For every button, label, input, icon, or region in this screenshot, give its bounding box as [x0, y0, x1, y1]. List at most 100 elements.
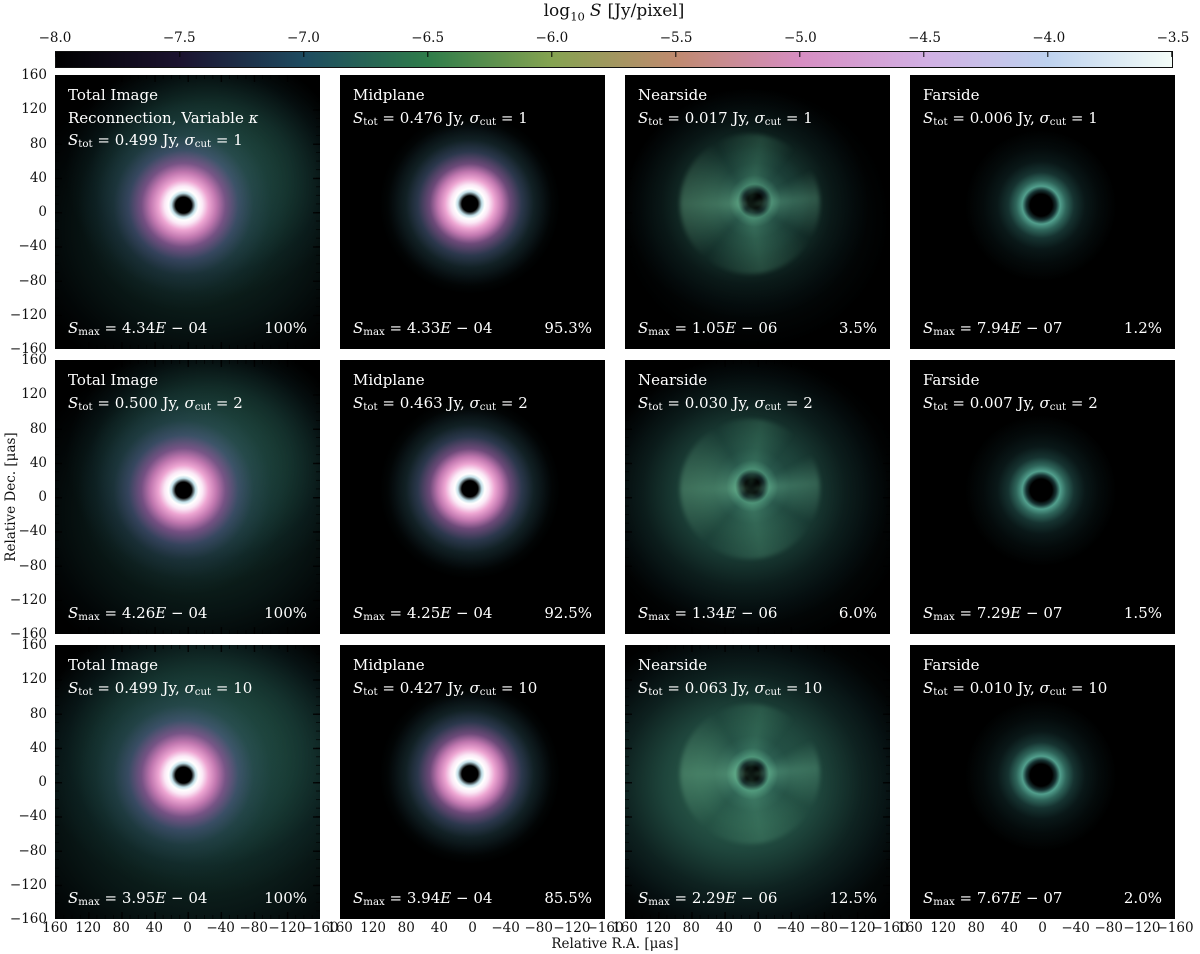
smax-value: Smax = 1.34E − 06: [638, 603, 778, 623]
y-tick-label: 40: [29, 739, 47, 756]
y-tick-label: 80: [29, 705, 47, 722]
x-tick-label: 160: [612, 920, 638, 936]
flux-percent: 95.3%: [544, 318, 592, 337]
panel-stot-line: Stot = 0.017 Jy, σcut = 1: [638, 108, 813, 128]
flux-percent: 12.5%: [829, 888, 877, 907]
x-tick-label: 80: [967, 920, 985, 936]
x-tick-label: 160: [327, 920, 353, 936]
y-tick-label: 160: [21, 67, 47, 83]
smax-value: Smax = 7.94E − 07: [923, 318, 1063, 338]
y-tick-label: −40: [18, 523, 48, 540]
y-tick-label: −120: [9, 876, 47, 893]
panel-midplane-row1: Midplane Stot = 0.476 Jy, σcut = 1 Smax …: [340, 75, 605, 349]
colorbar-tick-mark: [55, 52, 57, 57]
panel-footer: Smax = 7.67E − 07 2.0%: [923, 889, 1162, 908]
x-tick-label: 120: [360, 920, 387, 936]
y-tick-label: −160: [9, 341, 47, 357]
panel-stot-line: Stot = 0.476 Jy, σcut = 1: [353, 108, 528, 128]
x-tick-label: −120: [1123, 920, 1161, 936]
panel-farside-row1: Farside Stot = 0.006 Jy, σcut = 1 Smax =…: [910, 75, 1175, 349]
panel-annotation: Total Image Reconnection, Variable κ Sto…: [68, 84, 310, 153]
panel-footer: Smax = 1.05E − 06 3.5%: [638, 319, 877, 338]
x-tick-label: 40: [715, 920, 733, 936]
flux-percent: 100%: [264, 603, 307, 622]
colorbar-tick-label: −5.5: [659, 30, 693, 46]
y-tick-label: 40: [29, 454, 47, 471]
panel-model-line: Reconnection, Variable κ: [68, 108, 259, 127]
colorbar-title-log: log: [543, 1, 571, 21]
colorbar-gradient: [55, 51, 1173, 68]
flux-percent: 92.5%: [544, 603, 592, 622]
x-tick-label: −120: [553, 920, 591, 936]
colorbar-tick-label: −7.0: [287, 30, 320, 46]
panel-annotation: Farside Stot = 0.007 Jy, σcut = 2: [923, 369, 1165, 415]
x-tick-label: −160: [301, 920, 339, 936]
panel-stot-line: Stot = 0.006 Jy, σcut = 1: [923, 108, 1098, 128]
flux-percent: 100%: [264, 318, 307, 337]
colorbar-tick-mark: [1047, 52, 1049, 57]
flux-percent: 100%: [264, 888, 307, 907]
y-tick-label: −120: [9, 306, 47, 323]
panel-footer: Smax = 4.26E − 04 100%: [68, 604, 307, 623]
x-tick-label: −80: [1094, 920, 1124, 936]
panel-nearside-row3: Nearside Stot = 0.063 Jy, σcut = 10 Smax…: [625, 645, 890, 919]
x-tick-label: 120: [75, 920, 102, 936]
flux-percent: 6.0%: [838, 603, 877, 622]
panel-footer: Smax = 4.33E − 04 95.3%: [353, 319, 592, 338]
colorbar-tick-label: −5.0: [783, 30, 817, 46]
y-tick-label: 120: [21, 671, 47, 688]
smax-value: Smax = 3.95E − 04: [68, 888, 208, 908]
x-tick-label: 0: [468, 920, 477, 936]
colorbar-title-var: S: [589, 1, 602, 21]
flux-percent: 85.5%: [544, 888, 592, 907]
panel-footer: Smax = 4.25E − 04 92.5%: [353, 604, 592, 623]
panel-stot-line: Stot = 0.499 Jy, σcut = 1: [68, 131, 243, 151]
colorbar-tick-mark: [179, 52, 181, 57]
x-tick-label: −120: [268, 920, 306, 936]
colorbar-tick-label: −6.5: [411, 30, 445, 46]
x-tick-label: 0: [753, 920, 762, 936]
panel-stot-line: Stot = 0.427 Jy, σcut = 10: [353, 678, 538, 698]
panel-nearside-row1: Nearside Stot = 0.017 Jy, σcut = 1 Smax …: [625, 75, 890, 349]
panel-annotation: Nearside Stot = 0.063 Jy, σcut = 10: [638, 654, 880, 700]
x-tick-label: 40: [1000, 920, 1018, 936]
smax-value: Smax = 7.29E − 07: [923, 603, 1063, 623]
y-tick-label: −40: [18, 808, 48, 825]
flux-percent: 3.5%: [838, 318, 877, 337]
y-tick-label: −80: [18, 557, 48, 574]
panel-stot-line: Stot = 0.007 Jy, σcut = 2: [923, 393, 1098, 413]
x-tick-label: 80: [682, 920, 700, 936]
panel-annotation: Total Image Stot = 0.500 Jy, σcut = 2: [68, 369, 310, 415]
x-tick-label: −40: [776, 920, 805, 936]
colorbar-tick-mark: [551, 52, 553, 57]
x-tick-label: 40: [145, 920, 163, 936]
panel-footer: Smax = 2.29E − 06 12.5%: [638, 889, 877, 908]
y-tick-label: 40: [29, 169, 47, 186]
y-tick-label: −160: [9, 626, 47, 642]
panel-stot-line: Stot = 0.063 Jy, σcut = 10: [638, 678, 823, 698]
panel-title: Midplane: [353, 86, 425, 104]
panel-title: Nearside: [638, 656, 708, 674]
colorbar-title-units: [Jy/pixel]: [607, 1, 685, 21]
panel-annotation: Midplane Stot = 0.476 Jy, σcut = 1: [353, 84, 595, 130]
y-axis-row2: 160 120 80 40 0 −40 −80 −120 −160: [0, 352, 51, 642]
panel-total-row1: Total Image Reconnection, Variable κ Sto…: [55, 75, 320, 349]
colorbar-tick-mark: [923, 52, 925, 57]
y-tick-label: −120: [9, 591, 47, 608]
panel-title: Total Image: [68, 371, 158, 389]
panel-footer: Smax = 3.95E − 04 100%: [68, 889, 307, 908]
panel-title: Nearside: [638, 86, 708, 104]
y-tick-label: 0: [38, 204, 47, 220]
panel-farside-row2: Farside Stot = 0.007 Jy, σcut = 2 Smax =…: [910, 360, 1175, 634]
panel-annotation: Farside Stot = 0.010 Jy, σcut = 10: [923, 654, 1165, 700]
x-axis-col3: 160 120 80 40 0 −40 −80 −120 −160: [612, 920, 908, 936]
colorbar-tick-label: −4.5: [908, 30, 941, 46]
colorbar-tick-mark: [799, 52, 801, 57]
colorbar-tick-label: −7.5: [162, 30, 196, 46]
x-tick-label: −80: [809, 920, 839, 936]
panel-annotation: Farside Stot = 0.006 Jy, σcut = 1: [923, 84, 1165, 130]
panel-title: Total Image: [68, 86, 158, 104]
colorbar-tick-labels: −8.0 −7.5 −7.0 −6.5 −6.0 −5.5 −5.0 −4.5 −4.0 −3.5: [39, 30, 1190, 47]
smax-value: Smax = 2.29E − 06: [638, 888, 778, 908]
x-tick-label: 0: [1038, 920, 1047, 936]
